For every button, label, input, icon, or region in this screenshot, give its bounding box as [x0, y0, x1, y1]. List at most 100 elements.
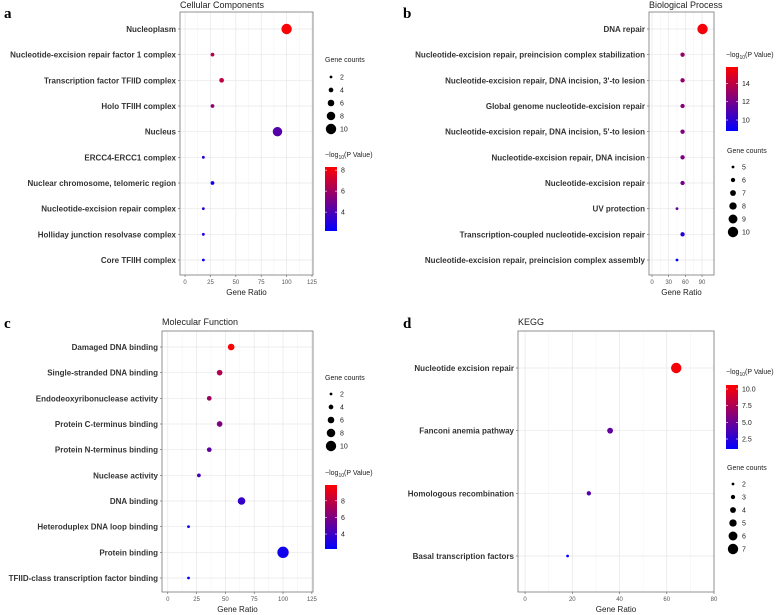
panel-a: a Cellular Components 0 25 50 75 100 125 Nucleop… — [4, 0, 373, 297]
title-subscript: 10 — [739, 372, 745, 378]
size-legend-dot — [325, 440, 337, 452]
data-point — [187, 576, 190, 580]
y-tick-label: Basal transcription factors — [413, 552, 515, 561]
colorbar — [726, 67, 738, 131]
size-legend-title: Gene counts — [727, 148, 767, 155]
data-point — [216, 421, 223, 427]
plot-border — [161, 330, 314, 593]
title-suffix: (P Value) — [745, 52, 774, 59]
colorbar — [325, 485, 337, 549]
x-tick-label: 100 — [278, 597, 289, 603]
size-legend-dot — [730, 177, 736, 183]
y-tick-label: ERCC4-ERCC1 complex — [84, 153, 176, 162]
size-legend-dot — [727, 226, 739, 238]
data-point — [675, 258, 679, 262]
y-tick-label: Nucleoplasm — [126, 25, 176, 34]
x-tick-label: 50 — [232, 280, 239, 286]
panel-label: a — [4, 6, 12, 22]
size-legend-label: 8 — [340, 114, 344, 121]
y-tick-label: Nucleotide-excision repair, DNA incision… — [445, 128, 645, 137]
size-legend-dot — [728, 214, 738, 224]
size-legend-dot — [729, 202, 737, 210]
colorbar-tick-label: 2.5 — [742, 437, 752, 444]
y-tick-label: DNA binding — [110, 497, 158, 506]
x-tick-label: 25 — [193, 597, 200, 603]
x-tick-label: 0 — [183, 280, 187, 286]
y-tick-label: Nucleotide-excision repair — [545, 179, 645, 188]
x-tick-label: 90 — [699, 280, 706, 286]
y-tick-label: Core TFIIH complex — [101, 256, 177, 265]
data-point — [680, 78, 685, 83]
title-subscript: 10 — [338, 473, 344, 479]
size-legend-label: 2 — [742, 482, 746, 489]
y-tick-label: Nucleotide-excision repair, DNA incision… — [445, 76, 645, 85]
x-tick-label: 60 — [663, 597, 670, 603]
size-legend-label: 2 — [340, 75, 344, 82]
title-subscript: 10 — [338, 155, 344, 161]
data-point — [281, 23, 292, 35]
size-legend-label: 8 — [742, 204, 746, 211]
x-tick-label: 0 — [166, 597, 170, 603]
colorbar-tick-label: 7.5 — [742, 403, 752, 410]
title-prefix: −log — [325, 470, 339, 477]
x-tick-label: 125 — [307, 280, 318, 286]
data-point — [680, 52, 685, 57]
data-point — [216, 369, 223, 376]
size-legend-title: Gene counts — [727, 465, 767, 472]
size-legend-label: 6 — [340, 418, 344, 425]
size-legend-label: 4 — [340, 88, 344, 95]
size-legend-dot — [728, 531, 738, 541]
title-suffix: (P Value) — [344, 470, 373, 477]
data-point — [277, 546, 289, 559]
size-legend-dot — [327, 99, 335, 107]
y-tick-label: Global genome nucleotide-excision repair — [486, 102, 645, 111]
size-legend-dot — [326, 111, 336, 121]
size-legend-label: 7 — [742, 191, 746, 198]
size-legend-label: 5 — [742, 165, 746, 172]
y-tick-label: Nucleotide-excision repair, DNA incision — [491, 153, 645, 162]
y-tick-label: Homologous recombination — [408, 489, 514, 498]
x-tick-label: 25 — [207, 280, 214, 286]
data-point — [586, 491, 592, 496]
size-legend-dot — [325, 123, 337, 135]
x-tick-label: 75 — [258, 280, 265, 286]
x-axis-label: Gene Ratio — [596, 605, 637, 614]
data-point — [201, 155, 205, 159]
y-tick-label: Holliday junction resolvase complex — [38, 230, 177, 239]
data-point — [219, 77, 224, 83]
plot-background — [162, 331, 313, 592]
colorbar — [726, 385, 738, 449]
size-legend-label: 4 — [340, 405, 344, 412]
y-tick-label: Nucleotide-excision repair, preincision … — [415, 51, 645, 60]
y-tick-label: Protein binding — [99, 548, 158, 557]
y-tick-label: Protein C-terminus binding — [55, 420, 158, 429]
size-legend-label: 5 — [742, 521, 746, 528]
data-point — [210, 181, 215, 185]
x-tick-label: 0 — [523, 597, 527, 603]
y-tick-label: Nucleotide-excision repair factor 1 comp… — [10, 51, 176, 60]
data-point — [680, 180, 685, 186]
chart-title: Biological Process — [649, 0, 723, 10]
title-suffix: (P Value) — [344, 152, 373, 159]
chart-title: Molecular Function — [162, 317, 238, 327]
size-legend-dot — [329, 392, 333, 396]
y-tick-label: DNA repair — [604, 25, 646, 34]
colorbar-tick-label: 8 — [341, 168, 345, 175]
x-tick-label: 100 — [282, 280, 293, 286]
color-legend-title: −log10(P Value) — [325, 470, 373, 479]
colorbar-tick-label: 4 — [341, 210, 345, 217]
size-legend-label: 3 — [742, 495, 746, 502]
size-legend-label: 9 — [742, 217, 746, 224]
size-legend-dot — [730, 494, 736, 500]
x-axis-label: Gene Ratio — [217, 605, 258, 614]
plot-border — [517, 330, 715, 593]
plot-border — [648, 11, 715, 276]
data-point — [680, 232, 685, 237]
y-tick-label: Endodeoxyribonuclease activity — [36, 394, 159, 403]
data-point — [237, 497, 246, 505]
colorbar-tick-label: 10 — [742, 118, 750, 125]
data-point — [566, 554, 569, 558]
size-legend-label: 10 — [340, 444, 348, 451]
y-tick-label: Nucleotide-excision repair, preincision … — [425, 256, 646, 265]
data-point — [272, 126, 283, 137]
